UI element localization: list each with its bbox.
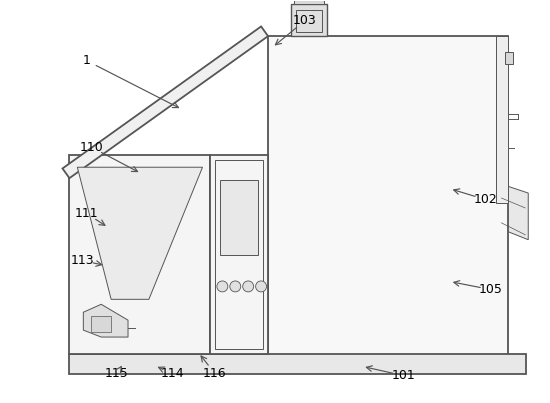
Circle shape bbox=[230, 281, 241, 292]
Circle shape bbox=[217, 281, 228, 292]
Polygon shape bbox=[498, 183, 528, 240]
Bar bbox=[221, 180, 258, 255]
Text: 111: 111 bbox=[75, 207, 98, 220]
Bar bbox=[268, 36, 508, 357]
Bar bbox=[69, 354, 526, 374]
Bar bbox=[211, 155, 268, 354]
Text: 1: 1 bbox=[82, 54, 91, 67]
Circle shape bbox=[243, 281, 254, 292]
Polygon shape bbox=[78, 167, 202, 299]
Circle shape bbox=[256, 281, 267, 292]
Bar bbox=[294, 0, 323, 4]
Text: 115: 115 bbox=[104, 367, 129, 380]
Polygon shape bbox=[84, 304, 128, 337]
Text: 116: 116 bbox=[203, 367, 227, 380]
Text: 114: 114 bbox=[161, 367, 184, 380]
Bar bbox=[216, 160, 263, 349]
Text: 105: 105 bbox=[479, 283, 503, 296]
Text: 113: 113 bbox=[71, 254, 95, 267]
Text: 101: 101 bbox=[392, 369, 415, 382]
Text: 102: 102 bbox=[474, 193, 497, 206]
Text: 103: 103 bbox=[293, 14, 317, 27]
Bar bbox=[69, 155, 211, 354]
Bar bbox=[296, 10, 322, 32]
Text: 110: 110 bbox=[80, 141, 104, 154]
Polygon shape bbox=[63, 27, 268, 178]
Bar bbox=[505, 52, 513, 64]
Bar bbox=[91, 316, 111, 332]
Bar bbox=[291, 4, 327, 36]
Bar bbox=[497, 36, 508, 203]
